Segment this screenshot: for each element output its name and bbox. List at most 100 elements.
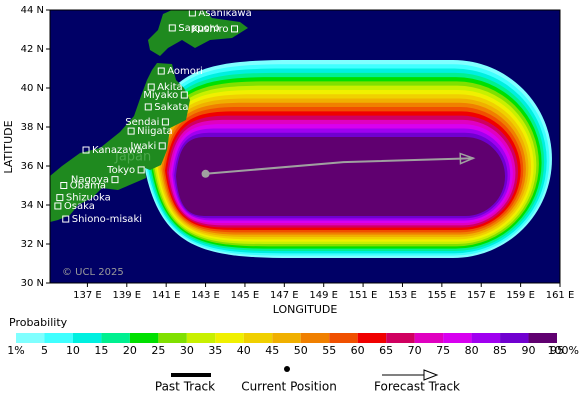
city-marker [82,146,90,154]
forecast-arrowhead [459,152,476,165]
city-label: Osaka [64,201,95,212]
legend-label: 60 [351,344,365,357]
legend-label: 50 [294,344,308,357]
x-tick-label: 141 E [152,290,181,301]
city-label: Miyako [143,90,178,101]
legend-label: Past Track [155,380,215,394]
city-label: Shiono-misaki [72,214,142,225]
forecast-track [205,157,474,175]
legend-label: 30 [180,344,194,357]
y-tick-label: 44 N [21,5,44,16]
legend-swatch [443,333,472,343]
legend-label: 45 [265,344,279,357]
city-marker [180,91,188,99]
probability-field [143,60,552,258]
legend-title: Probability [9,316,68,329]
city-label: Iwaki [130,141,156,152]
city-marker [161,118,169,126]
legend-label: 20 [123,344,137,357]
city-marker [158,142,166,150]
x-tick-label: 145 E [231,290,260,301]
y-tick-label: 30 N [21,278,44,289]
city-label: Niigata [137,126,173,137]
y-tick-label: 38 N [21,122,44,133]
legend-swatch [243,333,273,343]
legend-label: 100% [548,344,579,357]
x-tick-label: 137 E [73,290,102,301]
city-label: Nagoya [71,175,109,186]
legend-swatch [414,333,444,343]
city-marker [147,83,155,91]
honshu [50,63,190,222]
probability-legend: 1% 5 10 15 20 25 30 35 40 45 50 55 60 65 70 75 80 85 90 951… [7,333,579,357]
city-label: Sendai [125,117,159,128]
legend-label: 75 [436,344,450,357]
x-tick-label: 159 E [506,290,535,301]
hokkaido [148,10,248,56]
legend-swatch [186,333,216,343]
legend-label: 55 [322,344,336,357]
city-marker [157,67,165,75]
y-tick-label: 40 N [21,83,44,94]
legend-swatch [528,333,557,343]
land [50,10,248,222]
legend-swatch [129,333,159,343]
city-label: Tokyo [106,165,135,176]
x-tick-label: 149 E [309,290,338,301]
y-tick-label: 36 N [21,161,44,172]
y-tick-label: 32 N [21,239,44,250]
legend-swatch [386,333,415,343]
city-label: Akita [157,82,182,93]
axes: 137 E 139 E 141 E 143 E 145 E 147 E 149 E 151 E… [21,5,575,301]
legend-label: 85 [493,344,507,357]
legend-label: 10 [66,344,80,357]
city-label: Kushiro [192,24,229,35]
legend-label: Forecast Track [374,380,460,394]
x-tick-label: 143 E [191,290,220,301]
legend-swatch [215,333,244,343]
legend-swatch [72,333,102,343]
city-marker [168,24,176,32]
city-marker [62,215,70,223]
x-tick-label: 157 E [467,290,496,301]
x-tick-label: 147 E [270,290,299,301]
city-marker [111,176,119,184]
city-marker [56,194,64,202]
legend-swatch [16,333,45,343]
legend-swatch [500,333,529,343]
legend-label: 1% [7,344,24,357]
current-position [201,169,210,178]
city-marker [144,103,152,111]
forecast-arrow-symbol [423,369,439,381]
city-label: Aomori [167,66,203,77]
city-label: Kanazawa [92,145,143,156]
legend-swatch [272,333,301,343]
city-marker [54,202,62,210]
y-tick-label: 42 N [21,44,44,55]
x-tick-label: 151 E [349,290,378,301]
legend-label: 70 [408,344,422,357]
y-tick-label: 34 N [21,200,44,211]
legend-swatch [357,333,387,343]
track [201,152,476,178]
plot-frame [49,9,561,284]
city-marker [127,127,135,135]
y-axis-label: LATITUDE [2,120,15,173]
city-marker [231,25,239,33]
legend-label: 25 [151,344,165,357]
city-marker [60,182,68,189]
legend-swatch [471,333,501,343]
legend-swatch [101,333,130,343]
city-label: Sakata [154,102,188,113]
legend-swatch [300,333,330,343]
legend-label: Current Position [241,380,337,394]
legend-label: 65 [379,344,393,357]
legend-label: 95 [550,344,564,357]
legend-label: 40 [237,344,251,357]
city-label: Asahikawa [198,8,251,19]
legend-label: 15 [94,344,108,357]
x-tick-label: 155 E [428,290,457,301]
legend-swatch [329,333,358,343]
